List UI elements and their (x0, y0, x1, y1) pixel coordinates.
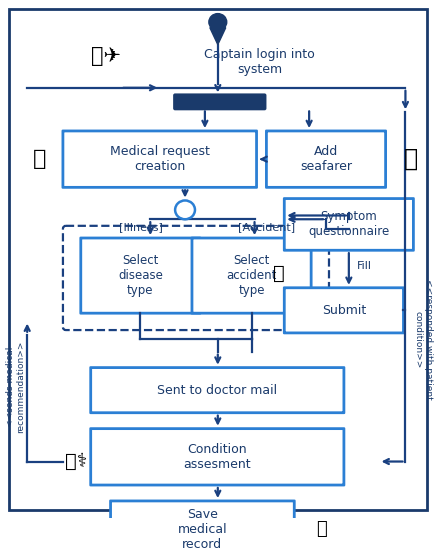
FancyBboxPatch shape (63, 131, 257, 188)
FancyBboxPatch shape (192, 238, 311, 313)
Text: Condition
assesment: Condition assesment (184, 443, 251, 471)
Text: Captain login into
system: Captain login into system (204, 48, 315, 76)
FancyBboxPatch shape (173, 94, 267, 111)
FancyBboxPatch shape (267, 131, 385, 188)
Polygon shape (210, 28, 226, 45)
Text: Add
seafarer: Add seafarer (300, 145, 352, 173)
FancyBboxPatch shape (284, 199, 413, 250)
Circle shape (175, 200, 195, 219)
FancyBboxPatch shape (91, 428, 344, 485)
FancyBboxPatch shape (81, 238, 200, 313)
Circle shape (209, 14, 227, 30)
Text: Submit: Submit (322, 304, 366, 317)
FancyBboxPatch shape (284, 288, 403, 333)
Text: 📋: 📋 (274, 264, 285, 283)
Text: Select
disease
type: Select disease type (118, 254, 163, 297)
Text: Fill: Fill (357, 261, 372, 271)
Text: [Accident]: [Accident] (238, 223, 295, 233)
Text: 🧑‍✈️: 🧑‍✈️ (90, 46, 121, 66)
Text: Select
accident
type: Select accident type (226, 254, 277, 297)
Text: Medical request
creation: Medical request creation (110, 145, 210, 173)
Text: 📄: 📄 (316, 520, 326, 538)
Text: <<responded with patient
condition>>: <<responded with patient condition>> (413, 279, 433, 400)
Text: Symptom
questionnaire: Symptom questionnaire (308, 211, 389, 238)
Text: Sent to doctor mail: Sent to doctor mail (157, 384, 277, 397)
Text: 👨‍⚕️: 👨‍⚕️ (65, 452, 87, 471)
Text: Save
medical
record: Save medical record (177, 508, 227, 550)
FancyBboxPatch shape (91, 367, 344, 412)
Text: 🧰: 🧰 (32, 149, 46, 169)
Text: [Illness]: [Illness] (118, 223, 163, 233)
Text: 👤: 👤 (404, 147, 419, 171)
FancyBboxPatch shape (111, 501, 294, 550)
Text: <<sends medical
recommendation>>: <<sends medical recommendation>> (6, 340, 25, 433)
